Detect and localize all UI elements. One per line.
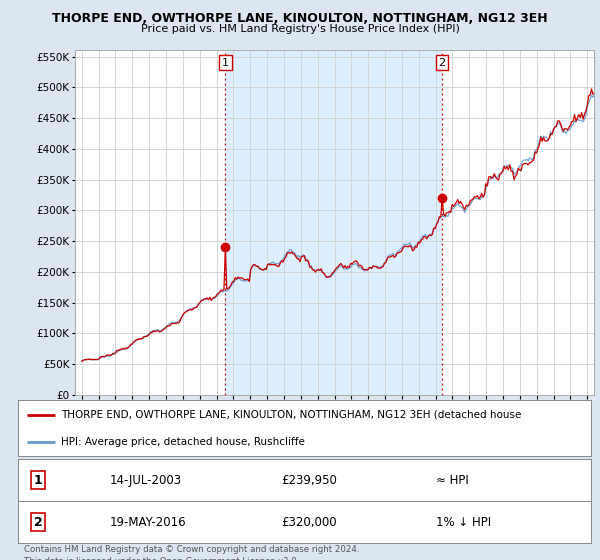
Text: HPI: Average price, detached house, Rushcliffe: HPI: Average price, detached house, Rush…	[61, 437, 305, 447]
Text: 14-JUL-2003: 14-JUL-2003	[110, 474, 182, 487]
Text: £239,950: £239,950	[281, 474, 337, 487]
Text: 1: 1	[222, 58, 229, 68]
Text: THORPE END, OWTHORPE LANE, KINOULTON, NOTTINGHAM, NG12 3EH (detached house: THORPE END, OWTHORPE LANE, KINOULTON, NO…	[61, 410, 521, 420]
Bar	[226, 50, 442, 395]
Text: 1: 1	[34, 474, 43, 487]
Text: £320,000: £320,000	[281, 516, 337, 529]
Text: Price paid vs. HM Land Registry's House Price Index (HPI): Price paid vs. HM Land Registry's House …	[140, 24, 460, 34]
Text: 19-MAY-2016: 19-MAY-2016	[110, 516, 187, 529]
Text: Contains HM Land Registry data © Crown copyright and database right 2024.
This d: Contains HM Land Registry data © Crown c…	[24, 545, 359, 560]
Text: 2: 2	[439, 58, 446, 68]
Text: 2: 2	[34, 516, 43, 529]
Text: ≈ HPI: ≈ HPI	[436, 474, 469, 487]
Text: THORPE END, OWTHORPE LANE, KINOULTON, NOTTINGHAM, NG12 3EH: THORPE END, OWTHORPE LANE, KINOULTON, NO…	[52, 12, 548, 25]
Text: 1% ↓ HPI: 1% ↓ HPI	[436, 516, 491, 529]
